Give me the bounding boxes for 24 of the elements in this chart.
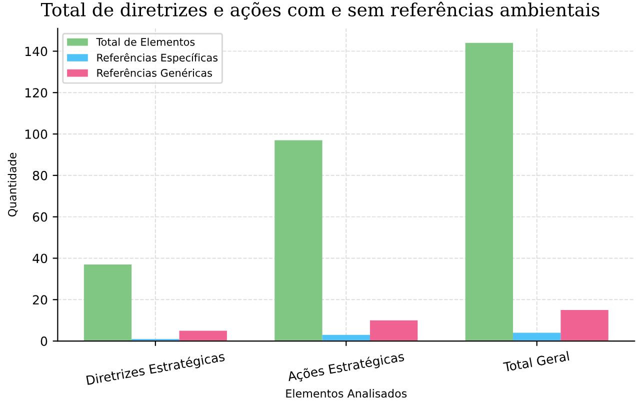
- bar: [84, 264, 132, 342]
- y-tick-label: 40: [32, 254, 48, 264]
- bar: [274, 140, 322, 342]
- bar: [370, 320, 418, 342]
- bar: [179, 330, 227, 342]
- legend-label: Referências Específicas: [97, 53, 218, 64]
- y-tick-label: 0: [40, 336, 48, 346]
- y-tick-label: 80: [32, 170, 48, 180]
- x-tick-label: Total Geral: [502, 350, 570, 372]
- y-tick-label: 20: [32, 295, 48, 305]
- y-tick-label: 120: [25, 88, 48, 98]
- bar: [560, 310, 608, 342]
- y-tick-label: 60: [32, 212, 48, 222]
- legend-label: Referências Genéricas: [97, 68, 212, 77]
- legend-label: Total de Elementos: [96, 38, 195, 46]
- bar: [513, 332, 561, 342]
- y-tick-label: 140: [25, 46, 48, 56]
- y-tick-label: 100: [25, 129, 48, 139]
- chart-title: Total de diretrizes e ações com e sem referências ambientais: [40, 2, 600, 20]
- bar: [465, 42, 514, 342]
- x-tick-label: Ações Estratégicas: [286, 350, 405, 384]
- x-tick-label: Diretrizes Estratégicas: [86, 350, 226, 388]
- x-axis-title: Elementos Analisados: [286, 389, 407, 398]
- y-axis-title: Quantidade: [8, 152, 18, 217]
